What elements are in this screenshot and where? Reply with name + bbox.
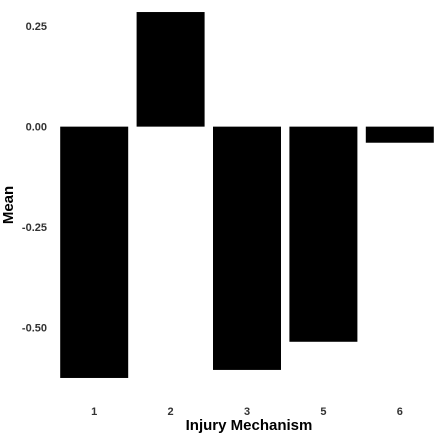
y-tick-label: 0.25 [26,21,47,33]
bar-6 [365,126,434,143]
bars-group [60,12,434,378]
y-tick-label: -0.25 [22,222,47,234]
y-tick-label: 0.00 [26,122,47,134]
bar-3 [213,126,281,370]
x-tick-label: 2 [168,406,174,418]
x-tick-label: 6 [397,406,403,418]
bar-1 [60,126,129,378]
x-tick-label: 1 [91,406,97,418]
x-tick-label: 3 [244,406,250,418]
x-axis-ticks: 1 2 3 5 6 [91,406,403,418]
y-tick-label: -0.50 [22,323,47,335]
bar-2 [136,12,205,127]
bar-5 [289,126,358,342]
y-axis-title: Mean [0,186,17,224]
x-tick-label: 5 [320,406,326,418]
x-axis-title: Injury Mechanism [186,417,313,434]
y-axis-ticks: 0.25 0.00 -0.25 -0.50 [22,21,47,335]
